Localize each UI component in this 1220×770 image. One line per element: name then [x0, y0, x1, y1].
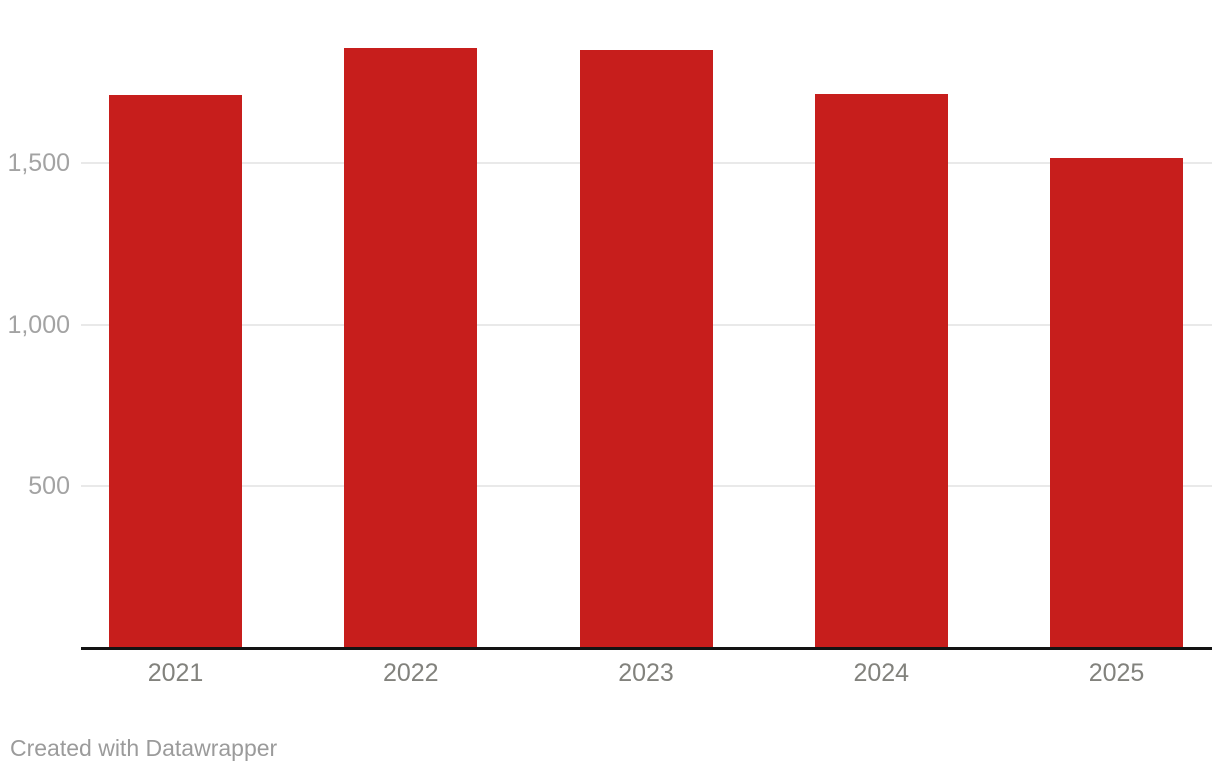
y-axis-tick-label-1000: 1,000 — [7, 310, 70, 339]
x-axis-baseline — [81, 647, 1212, 650]
y-axis-tick-label-500: 500 — [28, 472, 70, 501]
x-axis-tick-label-2023: 2023 — [618, 659, 674, 687]
bar-2024[interactable] — [814, 93, 948, 648]
x-axis-tick-label-2022: 2022 — [382, 659, 439, 687]
bar-2023[interactable] — [579, 50, 713, 648]
y-axis-tick-label-1500: 1,500 — [7, 149, 70, 178]
bar-chart-plot-area: 500 1,000 1,500 2021 2022 2023 2024 2025 — [7, 48, 1212, 687]
bar-2021[interactable] — [109, 95, 242, 648]
bar-2022[interactable] — [344, 48, 478, 648]
x-axis-tick-label-2021: 2021 — [147, 659, 204, 687]
x-axis-tick-label-2025: 2025 — [1088, 659, 1145, 687]
bar-2025[interactable] — [1050, 158, 1183, 648]
datawrapper-credit-link[interactable]: Created with Datawrapper — [10, 735, 278, 761]
x-axis-tick-label-2024: 2024 — [853, 659, 910, 687]
